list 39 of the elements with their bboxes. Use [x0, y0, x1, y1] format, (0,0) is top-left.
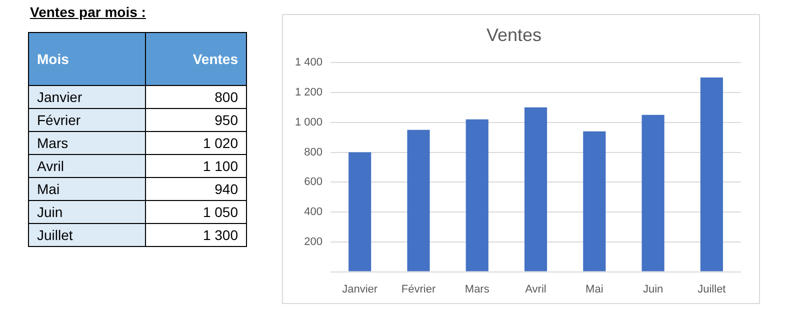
y-tick-label: 1 400 — [294, 56, 323, 69]
text: 800 — [146, 86, 246, 108]
text: 1 300 — [146, 224, 246, 246]
x-tick-label: Juillet — [698, 283, 726, 296]
chart-title: Ventes — [486, 24, 542, 45]
text: Juin — [28, 200, 146, 224]
bar — [407, 130, 430, 272]
text: 1 100 — [146, 154, 246, 178]
bar — [583, 131, 606, 272]
text: Mois — [28, 32, 146, 86]
bar — [524, 107, 548, 272]
bar — [348, 152, 372, 272]
text: 940 — [146, 178, 246, 200]
text: Mars — [28, 132, 146, 154]
text: Mai — [28, 178, 146, 200]
y-tick-label: 1 000 — [294, 116, 323, 128]
x-tick-label: Février — [401, 283, 436, 296]
y-tick-label: 200 — [304, 236, 323, 248]
x-tick-label: Avril — [525, 283, 546, 296]
text: 1 020 — [146, 132, 246, 154]
text: Janvier — [28, 86, 146, 108]
text: Ventes par mois : — [30, 4, 147, 22]
bar — [466, 119, 488, 272]
bar — [700, 78, 723, 272]
x-tick-label: Mai — [586, 283, 604, 296]
y-tick-label: 1 200 — [294, 86, 323, 99]
x-tick-label: Mars — [464, 283, 490, 296]
y-tick-label: 600 — [304, 176, 323, 188]
x-tick-label: Janvier — [342, 283, 378, 296]
text: Février — [28, 108, 146, 132]
text: 950 — [146, 108, 246, 132]
y-tick-label: 800 — [304, 146, 323, 158]
x-tick-label: Juin — [642, 283, 664, 296]
text: Ventes — [146, 32, 246, 86]
bar — [642, 114, 664, 272]
y-tick-label: 400 — [304, 206, 323, 218]
text: Avril — [28, 154, 146, 178]
text: Juillet — [28, 224, 146, 246]
text: 1 050 — [146, 200, 246, 224]
